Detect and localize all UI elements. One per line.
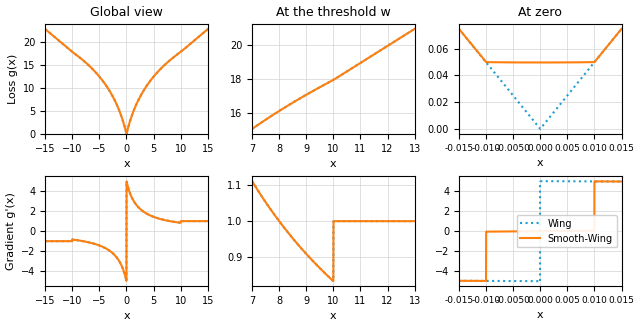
- Title: At zero: At zero: [518, 6, 562, 19]
- Title: Global view: Global view: [90, 6, 163, 19]
- Y-axis label: Loss g(x): Loss g(x): [8, 54, 17, 104]
- Legend: Wing, Smooth-Wing: Wing, Smooth-Wing: [516, 215, 617, 248]
- X-axis label: x: x: [330, 159, 337, 169]
- X-axis label: x: x: [123, 311, 130, 321]
- X-axis label: x: x: [330, 311, 337, 321]
- X-axis label: x: x: [123, 159, 130, 169]
- Y-axis label: Gradient g'(x): Gradient g'(x): [6, 192, 15, 270]
- Title: At the threshold w: At the threshold w: [276, 6, 391, 19]
- X-axis label: x: x: [537, 310, 543, 320]
- X-axis label: x: x: [537, 158, 543, 168]
